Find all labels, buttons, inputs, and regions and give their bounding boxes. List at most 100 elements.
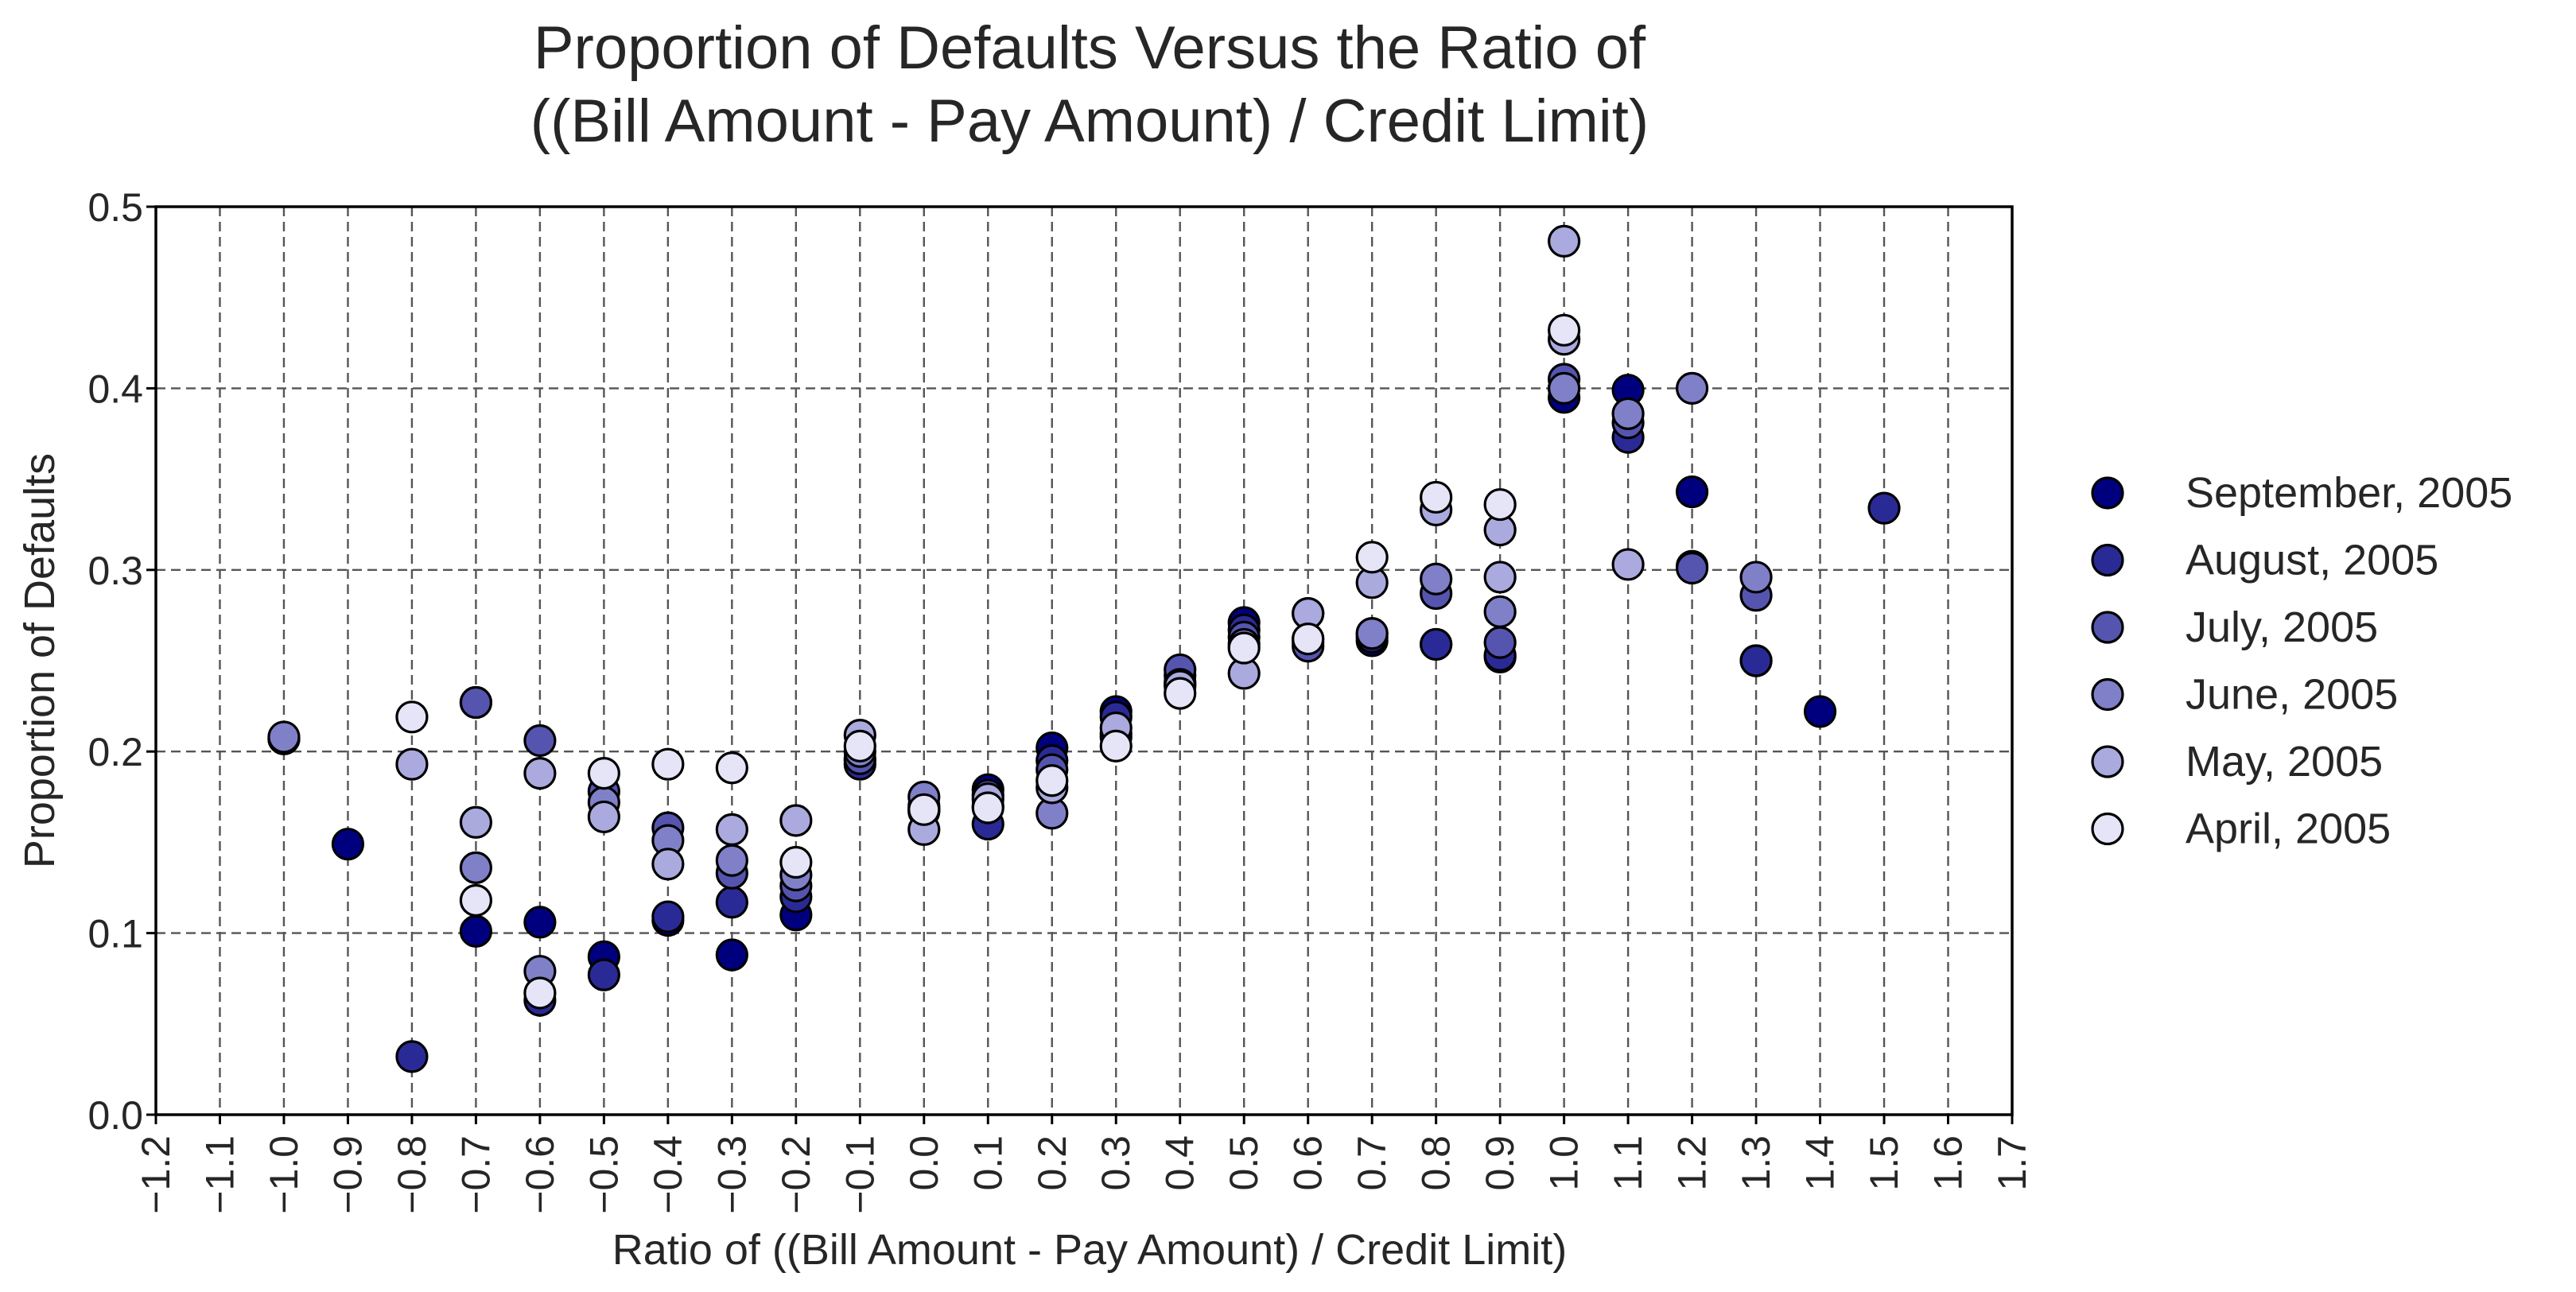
data-point	[1420, 627, 1453, 662]
y-tick-label: 0.3	[87, 549, 143, 593]
legend: September, 2005 August, 2005 July, 2005 Jun…	[2091, 469, 2512, 853]
data-point	[459, 883, 493, 918]
x-tick-label: 0.8	[1414, 1135, 1459, 1191]
data-point	[459, 914, 493, 948]
x-tick-label: 1.4	[1798, 1135, 1843, 1191]
x-tick-label: −0.6	[518, 1135, 562, 1214]
data-point	[1548, 224, 1581, 258]
y-tick-label: 0.0	[87, 1093, 143, 1138]
plot-area-frame	[154, 205, 2014, 1116]
data-point	[843, 729, 876, 762]
legend-marker	[2091, 745, 2124, 778]
x-tick-label: 1.3	[1734, 1135, 1778, 1191]
data-point	[587, 757, 620, 790]
data-point	[1611, 397, 1645, 430]
x-tick-label: −0.8	[390, 1135, 434, 1214]
x-tick-label: −0.5	[581, 1135, 626, 1214]
data-point	[1099, 729, 1133, 762]
data-point	[1739, 561, 1773, 594]
legend-item: June, 2005	[2091, 671, 2398, 719]
y-tick-label: 0.5	[87, 185, 143, 230]
x-tick-label: 0.5	[1222, 1135, 1266, 1191]
data-point	[1292, 622, 1325, 656]
data-point	[1483, 626, 1517, 659]
x-tick-label: 1.5	[1862, 1135, 1906, 1191]
data-point	[1611, 548, 1645, 581]
legend-marker	[2091, 812, 2124, 846]
data-point	[587, 958, 620, 991]
data-point	[779, 804, 813, 837]
legend-item: August, 2005	[2091, 537, 2438, 584]
data-point	[907, 793, 941, 826]
legend-label: June, 2005	[2186, 671, 2398, 719]
data-point	[651, 900, 685, 933]
x-tick-label: 0.2	[1030, 1135, 1074, 1191]
legend-marker	[2091, 611, 2124, 644]
legend-item: April, 2005	[2091, 805, 2391, 853]
x-tick-label: 1.6	[1926, 1135, 1971, 1191]
data-point	[587, 800, 620, 834]
data-point	[715, 751, 748, 785]
legend-label: August, 2005	[2186, 537, 2438, 584]
x-tick-label: −0.4	[646, 1135, 690, 1214]
data-point	[715, 938, 748, 972]
x-tick-label: 0.6	[1286, 1135, 1331, 1191]
x-tick-label: 0.1	[966, 1135, 1010, 1191]
data-point	[395, 700, 429, 734]
data-point	[1227, 631, 1261, 665]
data-point	[1035, 764, 1069, 797]
legend-marker	[2091, 677, 2124, 712]
data-point	[1739, 644, 1773, 677]
data-points	[267, 224, 1901, 1073]
x-axis-label: Ratio of ((Bill Amount - Pay Amount) / C…	[612, 1226, 1567, 1274]
x-tick-label: 1.2	[1670, 1135, 1715, 1191]
legend-item: May, 2005	[2091, 738, 2383, 786]
data-point	[1803, 695, 1837, 728]
data-point	[459, 851, 493, 884]
series-4	[267, 371, 1773, 988]
data-point	[1420, 562, 1453, 596]
x-tick-label: 1.1	[1606, 1135, 1650, 1191]
data-point	[779, 845, 813, 879]
x-tick-label: −0.2	[774, 1135, 818, 1214]
data-point	[1164, 677, 1197, 710]
data-point	[651, 747, 685, 781]
series-5	[395, 224, 1645, 881]
legend-item: September, 2005	[2091, 469, 2512, 517]
legend-label: May, 2005	[2186, 738, 2383, 786]
x-tick-label: 0.0	[902, 1135, 946, 1191]
x-tick-label: −0.9	[325, 1135, 370, 1214]
data-point	[267, 720, 301, 754]
legend-item: July, 2005	[2091, 603, 2378, 651]
data-point	[715, 813, 748, 847]
data-point	[1548, 371, 1581, 405]
data-point	[459, 805, 493, 839]
y-axis-label: Proportion of Defaults	[16, 453, 64, 868]
legend-marker	[2091, 476, 2124, 510]
data-point	[1483, 595, 1517, 628]
data-point	[523, 976, 557, 1010]
x-tick-label: −0.7	[453, 1135, 498, 1214]
data-point	[523, 757, 557, 790]
data-point	[1867, 491, 1901, 525]
data-point	[1675, 551, 1709, 585]
legend-label: September, 2005	[2186, 469, 2512, 517]
x-tick-label: 0.9	[1478, 1135, 1522, 1191]
x-tick-label: −0.3	[709, 1135, 754, 1214]
x-tick-label: −0.1	[837, 1135, 882, 1214]
data-point	[715, 844, 748, 877]
data-point	[459, 685, 493, 720]
legend-marker	[2091, 543, 2124, 577]
legend-label: April, 2005	[2186, 805, 2391, 853]
data-point	[1483, 561, 1517, 594]
data-point	[1548, 313, 1581, 347]
data-point	[1420, 480, 1453, 514]
data-point	[715, 886, 748, 919]
data-point	[1355, 617, 1389, 650]
series-2	[267, 371, 1901, 1073]
x-tick-label: 1.0	[1542, 1135, 1587, 1191]
data-point	[395, 1040, 429, 1073]
x-tick-label: −1.1	[197, 1135, 242, 1214]
data-point	[395, 747, 429, 781]
